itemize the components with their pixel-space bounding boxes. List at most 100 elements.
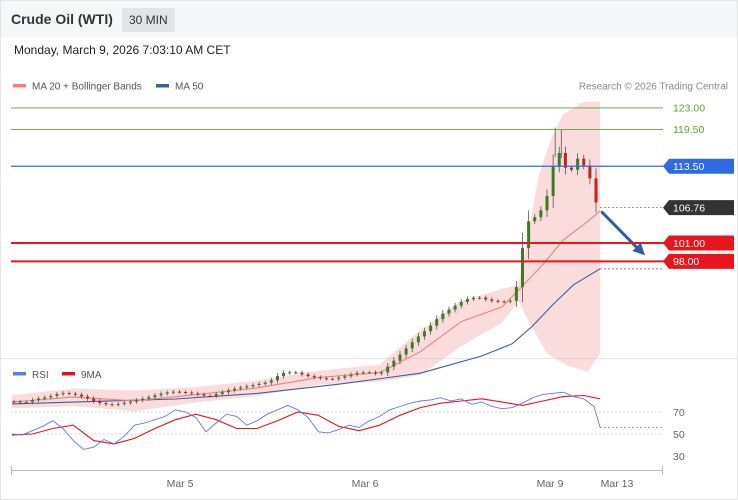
level-label-resistance: 119.50 (673, 124, 704, 136)
candle-body (361, 372, 365, 374)
candle-body (116, 403, 120, 405)
candle-body (196, 393, 200, 395)
chart-header: Crude Oil (WTI) 30 MIN (1, 1, 737, 37)
candle-body (380, 372, 384, 374)
candle-body (294, 372, 298, 374)
candle-body (24, 402, 28, 404)
candle-body (208, 395, 212, 397)
level-label-support: 101.00 (673, 238, 705, 250)
ma50-legend-label: MA 50 (175, 82, 204, 93)
candle-body (98, 401, 102, 404)
candle-body (275, 376, 279, 381)
candle-body (422, 331, 426, 337)
rsi-tick-label: 70 (673, 407, 685, 419)
x-tick-label: Mar 9 (537, 478, 564, 490)
candle-body (159, 393, 163, 396)
candle-body (306, 374, 310, 377)
candle-body (79, 394, 83, 397)
candle-body (318, 377, 322, 379)
level-tag-pivot (663, 158, 734, 174)
candle-body (202, 394, 206, 396)
candle-body (459, 301, 463, 306)
candle-body (177, 391, 181, 393)
price-chart (11, 101, 663, 412)
candle-body (453, 305, 457, 310)
copyright-label: Research © 2026 Trading Central (579, 82, 728, 93)
candle-body (61, 393, 65, 395)
candle-body (465, 299, 469, 302)
candle-body (398, 354, 402, 361)
candle-body (147, 397, 151, 399)
candle-body (367, 372, 371, 374)
candle-body (404, 348, 408, 355)
candle-body (392, 360, 396, 367)
price-levels: 123.00 119.50 113.50 106.76 101.00 98.00 (11, 103, 734, 269)
level-label-support: 98.00 (673, 256, 699, 268)
candle-body (86, 396, 90, 399)
candle-body (447, 309, 451, 314)
ma20-legend-label: MA 20 + Bollinger Bands (32, 82, 142, 93)
candle-body (37, 398, 41, 401)
candle-body (337, 377, 341, 379)
candle-body (588, 165, 592, 179)
candle-body (18, 401, 22, 403)
candle-body (490, 299, 494, 301)
candle-body (570, 167, 574, 170)
candle-body (557, 152, 561, 167)
candle-body (239, 387, 243, 389)
candle-body (104, 403, 108, 405)
candle-body (220, 392, 224, 395)
candle-body (12, 401, 16, 403)
timeframe-button[interactable]: 30 MIN (122, 8, 175, 32)
candle-body (496, 300, 500, 302)
candle-body (73, 393, 77, 395)
candle-body (386, 366, 390, 373)
candle-body (214, 394, 218, 396)
candle-body (429, 325, 433, 332)
candle-body (527, 221, 531, 249)
candle-body (502, 301, 506, 303)
candle-body (551, 166, 555, 196)
candle-body (576, 158, 580, 170)
candle-body (226, 390, 230, 393)
candle-body (514, 287, 518, 301)
candle-body (521, 248, 524, 288)
candle-body (190, 392, 194, 394)
candle-body (245, 386, 249, 388)
ma50-legend-swatch (156, 84, 169, 88)
x-tick-label: Mar 5 (167, 478, 194, 490)
bollinger-band-area (12, 101, 601, 412)
candle-body (171, 391, 175, 393)
level-label-current: 106.76 (673, 202, 705, 214)
candle-body (349, 374, 353, 377)
candle-body (441, 313, 445, 320)
candle-body (49, 395, 53, 398)
level-label-pivot: 113.50 (673, 161, 704, 173)
candle-body (263, 382, 267, 384)
candle-body (416, 336, 420, 343)
candle-body (484, 297, 488, 300)
level-tag-support (663, 235, 734, 251)
candle-body (410, 342, 414, 349)
rsi-ma-legend-swatch (62, 372, 75, 376)
candle-body (257, 383, 261, 386)
rsi-legend-label: RSI (32, 370, 49, 381)
candle-body (92, 398, 96, 402)
candle-body (471, 297, 475, 300)
candle-body (165, 392, 169, 394)
level-label-resistance: 123.00 (673, 103, 705, 115)
candle-body (533, 217, 537, 222)
candle-body (30, 400, 34, 403)
candle-body (153, 395, 157, 398)
rsi-tick-label: 30 (673, 451, 685, 463)
rsi-ma-legend-label: 9MA (81, 370, 102, 381)
timestamp: Monday, March 9, 2026 7:03:10 AM CET (14, 43, 231, 57)
candle-body (582, 158, 586, 166)
candle-body (67, 393, 71, 395)
projection-arrow-shaft (600, 210, 643, 254)
candle-body (331, 378, 335, 380)
candle-body (508, 300, 512, 302)
candle-body (288, 372, 292, 374)
candle-body (141, 398, 145, 401)
candle-body (251, 385, 255, 387)
